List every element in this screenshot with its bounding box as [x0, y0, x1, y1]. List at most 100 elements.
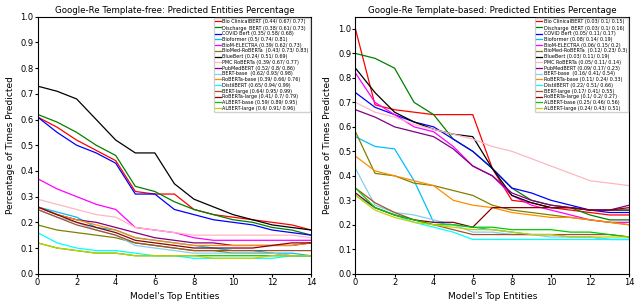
RoBERTa-base (0.11/ 0.24/ 0.33) [390, 174, 398, 178]
BioM-ELECTRA (0.06/ 0.15/ 0.2) [469, 164, 477, 168]
DistilBERT (0.65/ 0.94/ 0.99) [92, 249, 100, 252]
BlueBert (0.03/ 0.11/ 0.19) [351, 66, 359, 70]
Bio ClinicalBERT (0.03/ 0.1/ 0.15) [527, 201, 535, 204]
BERT-base  (0.16/ 0.41/ 0.54) [488, 230, 496, 234]
Bioformer (0.08/ 0.14/ 0.19) [547, 233, 555, 236]
RoBERTa-large (0.1/ 0.2/ 0.27) [469, 225, 477, 229]
BERT-base  (0.16/ 0.41/ 0.54) [469, 230, 477, 234]
PMC RoBERTa (0.05/ 0.11/ 0.14) [351, 101, 359, 104]
BioM-ELECTRA (0.39/ 0.62/ 0.73) [307, 239, 315, 242]
RoBERTa-large (0.41/ 0.7/ 0.79) [190, 246, 198, 250]
BlueBert (0.03/ 0.11/ 0.19) [449, 132, 457, 136]
PubMedBERT (0.52/ 0.8/ 0.86) [268, 244, 276, 247]
COVID Bert (0.35/ 0.58/ 0.68) [307, 233, 315, 237]
BioMed-RoBERTa  (0.43/ 0.73/ 0.83) [171, 246, 179, 250]
COVID Bert (0.05/ 0.11/ 0.17) [508, 186, 516, 190]
ALBERT-base (0.25/ 0.46/ 0.56) [547, 228, 555, 231]
RoBERTa-large (0.1/ 0.2/ 0.27) [410, 218, 418, 222]
PMC RoBERTa (0.39/ 0.67/ 0.77) [92, 213, 100, 216]
Bio ClinicalBERT (0.44/ 0.67/ 0.77) [92, 149, 100, 152]
Title: Google-Re Template-based: Predicted Entities Percentage: Google-Re Template-based: Predicted Enti… [368, 6, 616, 14]
COVID Bert (0.35/ 0.58/ 0.68) [151, 192, 159, 196]
Bioformer (0.08/ 0.14/ 0.19) [390, 147, 398, 151]
BioMed-RoBERTa  (0.43/ 0.73/ 0.83) [249, 251, 257, 255]
PubMedBERT (0.52/ 0.8/ 0.86) [229, 244, 237, 247]
Line: PMC RoBERTa (0.39/ 0.67/ 0.77): PMC RoBERTa (0.39/ 0.67/ 0.77) [38, 199, 311, 238]
BERT-base  (0.16/ 0.41/ 0.54) [390, 211, 398, 214]
BioM-ELECTRA (0.06/ 0.15/ 0.2) [508, 193, 516, 197]
ALBERT-large (0.6/ 0.91/ 0.96) [34, 241, 42, 245]
BlueBert (0.03/ 0.11/ 0.19) [606, 208, 614, 212]
BERT-large (0.17/ 0.41/ 0.55) [410, 218, 418, 222]
Discharge_BERT (0.03/ 0.1/ 0.16) [371, 56, 379, 60]
ALBERT-large (0.6/ 0.91/ 0.96) [131, 254, 139, 258]
PMC RoBERTa (0.05/ 0.11/ 0.14) [508, 150, 516, 153]
ALBERT-large (0.6/ 0.91/ 0.96) [210, 256, 218, 260]
BioMed-RoBERTa  (0.12/ 0.23/ 0.3) [547, 213, 555, 217]
BioMed-RoBERTa  (0.43/ 0.73/ 0.83) [288, 254, 296, 258]
BlueBert (0.24/ 0.51/ 0.69) [34, 84, 42, 88]
PubMedBERT (0.52/ 0.8/ 0.86) [34, 205, 42, 209]
DistilBERT (0.65/ 0.94/ 0.99) [53, 241, 61, 245]
BioM-ELECTRA (0.06/ 0.15/ 0.2) [606, 220, 614, 224]
Line: RoBERTa-large (0.1/ 0.2/ 0.27): RoBERTa-large (0.1/ 0.2/ 0.27) [355, 193, 629, 227]
PubMedBERT (0.52/ 0.8/ 0.86) [73, 218, 81, 222]
Line: BlueBert (0.24/ 0.51/ 0.69): BlueBert (0.24/ 0.51/ 0.69) [38, 86, 311, 230]
Discharge_BERT (0.38/ 0.61/ 0.73) [92, 143, 100, 147]
Bioformer (0.5/ 0.74/ 0.81) [249, 249, 257, 252]
RoBERTa-large (0.1/ 0.2/ 0.27) [625, 206, 633, 209]
BlueBert (0.24/ 0.51/ 0.69) [112, 138, 120, 142]
BERT-base  (0.62/ 0.93/ 0.98) [268, 251, 276, 255]
RoBERTa-base (0.39/ 0.66/ 0.76) [288, 244, 296, 247]
ALBERT-base (0.25/ 0.46/ 0.56) [586, 230, 594, 234]
PMC RoBERTa (0.39/ 0.67/ 0.77) [34, 197, 42, 201]
COVID Bert (0.35/ 0.58/ 0.68) [210, 218, 218, 222]
Bioformer (0.5/ 0.74/ 0.81) [112, 228, 120, 232]
BlueBert (0.24/ 0.51/ 0.69) [190, 197, 198, 201]
RoBERTa-large (0.41/ 0.7/ 0.79) [288, 241, 296, 245]
Discharge_BERT (0.38/ 0.61/ 0.73) [268, 226, 276, 229]
BlueBert (0.03/ 0.11/ 0.19) [586, 208, 594, 212]
BERT-large (0.17/ 0.41/ 0.55) [469, 233, 477, 236]
BERT-large (0.64/ 0.95/ 0.99) [268, 249, 276, 252]
Bioformer (0.08/ 0.14/ 0.19) [410, 179, 418, 183]
BioMed-RoBERTa  (0.43/ 0.73/ 0.83) [53, 228, 61, 232]
BERT-large (0.64/ 0.95/ 0.99) [288, 249, 296, 252]
Bio ClinicalBERT (0.44/ 0.67/ 0.77) [210, 213, 218, 216]
BERT-large (0.17/ 0.41/ 0.55) [449, 228, 457, 231]
RoBERTa-base (0.39/ 0.66/ 0.76) [151, 239, 159, 242]
RoBERTa-base (0.11/ 0.24/ 0.33) [371, 169, 379, 173]
X-axis label: Model's Top Entities: Model's Top Entities [130, 293, 219, 301]
BERT-base  (0.16/ 0.41/ 0.54) [625, 238, 633, 241]
RoBERTa-large (0.41/ 0.7/ 0.79) [112, 231, 120, 235]
ALBERT-base (0.59/ 0.89/ 0.95) [151, 254, 159, 258]
COVID Bert (0.05/ 0.11/ 0.17) [586, 208, 594, 212]
DistilBERT (0.22/ 0.51/ 0.66) [566, 238, 574, 241]
PubMedBERT (0.52/ 0.8/ 0.86) [210, 241, 218, 245]
BioMed-RoBERTa  (0.43/ 0.73/ 0.83) [112, 236, 120, 239]
BioM-ELECTRA (0.39/ 0.62/ 0.73) [249, 239, 257, 242]
PMC RoBERTa (0.39/ 0.67/ 0.77) [307, 236, 315, 239]
RoBERTa-base (0.11/ 0.24/ 0.33) [449, 198, 457, 202]
PubMedBERT (0.09/ 0.17/ 0.23) [430, 135, 438, 138]
BERT-base  (0.16/ 0.41/ 0.54) [606, 238, 614, 241]
BioM-ELECTRA (0.06/ 0.15/ 0.2) [625, 220, 633, 224]
BERT-base  (0.62/ 0.93/ 0.98) [210, 251, 218, 255]
BioM-ELECTRA (0.06/ 0.15/ 0.2) [547, 208, 555, 212]
BERT-large (0.64/ 0.95/ 0.99) [73, 223, 81, 227]
RoBERTa-large (0.1/ 0.2/ 0.27) [430, 220, 438, 224]
ALBERT-base (0.59/ 0.89/ 0.95) [210, 254, 218, 258]
DistilBERT (0.22/ 0.51/ 0.66) [488, 238, 496, 241]
BioM-ELECTRA (0.06/ 0.15/ 0.2) [371, 101, 379, 104]
Line: Bioformer (0.08/ 0.14/ 0.19): Bioformer (0.08/ 0.14/ 0.19) [355, 137, 629, 239]
Bio ClinicalBERT (0.03/ 0.1/ 0.15) [508, 198, 516, 202]
Bio ClinicalBERT (0.03/ 0.1/ 0.15) [371, 103, 379, 107]
ALBERT-base (0.59/ 0.89/ 0.95) [131, 254, 139, 258]
PubMedBERT (0.52/ 0.8/ 0.86) [131, 231, 139, 235]
Line: Bio ClinicalBERT (0.03/ 0.1/ 0.15): Bio ClinicalBERT (0.03/ 0.1/ 0.15) [355, 29, 629, 215]
COVID Bert (0.05/ 0.11/ 0.17) [371, 105, 379, 109]
PMC RoBERTa (0.39/ 0.67/ 0.77) [73, 208, 81, 211]
ALBERT-base (0.25/ 0.46/ 0.56) [527, 228, 535, 231]
RoBERTa-large (0.41/ 0.7/ 0.79) [151, 241, 159, 245]
BlueBert (0.03/ 0.11/ 0.19) [625, 208, 633, 212]
